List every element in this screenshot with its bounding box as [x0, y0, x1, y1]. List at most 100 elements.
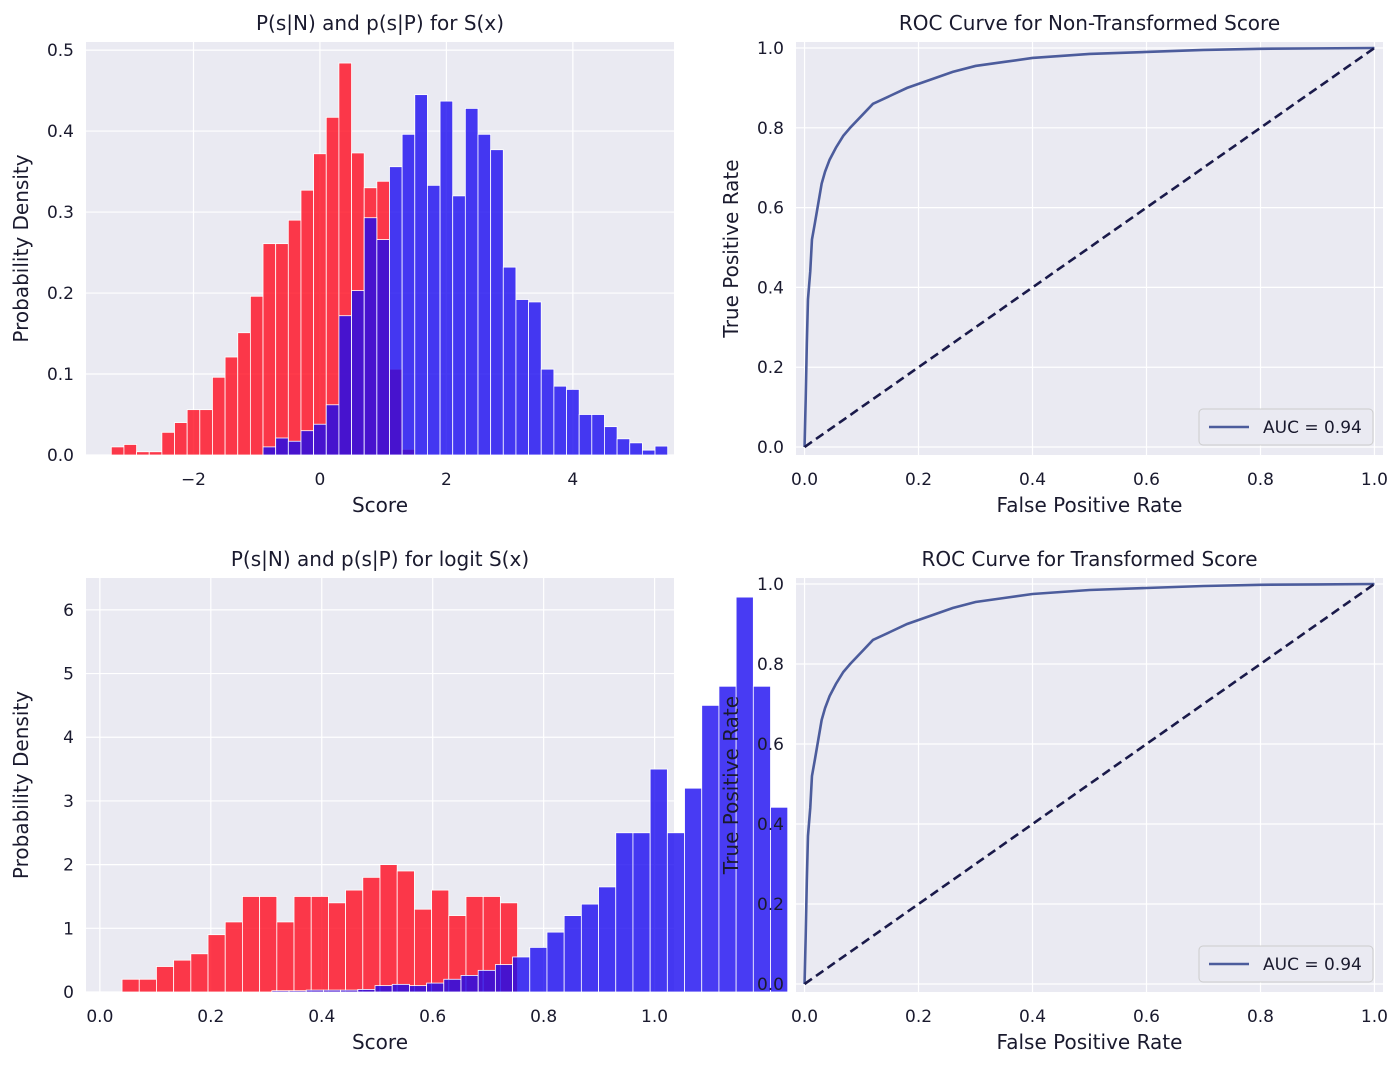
- histogram-bar-p: [443, 978, 462, 993]
- histogram-bar-p: [323, 989, 342, 993]
- histogram-bar-p: [490, 149, 504, 456]
- histogram-bar-p: [271, 990, 290, 993]
- y-tick-label: 0.0: [757, 975, 784, 995]
- histogram-bar-p: [553, 385, 567, 456]
- histogram-bar-p: [464, 108, 479, 456]
- histogram-bar-n: [136, 451, 150, 456]
- histogram-bar-p: [684, 787, 703, 993]
- histogram-bar-n: [396, 870, 415, 993]
- histogram-bar-n: [379, 864, 398, 993]
- histogram-bar-n: [237, 332, 251, 456]
- histogram-bar-p: [300, 430, 315, 456]
- histogram-bar-p: [340, 989, 359, 993]
- histogram-bar-n: [173, 959, 192, 993]
- x-tick-label: 0.4: [1019, 1007, 1046, 1027]
- histogram-bar-p: [357, 989, 376, 993]
- histogram-bar-p: [452, 195, 466, 456]
- histogram-bar-p: [401, 133, 416, 456]
- y-tick-label: 3: [63, 792, 74, 812]
- histogram-bar-n: [174, 422, 188, 456]
- x-tick-label: 0.8: [1247, 470, 1274, 490]
- x-tick-label: 0: [315, 470, 326, 490]
- histogram-bar-p: [546, 931, 565, 993]
- histogram-bar-p: [477, 133, 492, 456]
- histogram-bar-n: [156, 966, 175, 993]
- x-tick-label: −2: [181, 470, 206, 490]
- histogram-bar-p: [666, 832, 685, 993]
- x-axis-label: Score: [352, 493, 408, 517]
- x-tick-label: 0.2: [197, 1007, 224, 1027]
- y-tick-label: 0.2: [47, 284, 74, 304]
- histogram-bar-n: [413, 908, 432, 993]
- x-tick-label: 0.0: [791, 1007, 818, 1027]
- y-axis-label: Probability Density: [9, 691, 33, 879]
- x-axis-label: Score: [352, 1030, 408, 1054]
- histogram-bar-p: [528, 301, 542, 456]
- y-tick-label: 0.0: [47, 446, 74, 466]
- y-tick-label: 0.4: [757, 278, 784, 298]
- histogram-bar-p: [502, 266, 517, 456]
- chart-panel-4: AUC = 0.94 0.0 0.2 0.4 0.6 0.8 1.0 0.0 0.2 0.4 0.6…: [719, 547, 1388, 1054]
- histogram-bar-n: [190, 953, 209, 993]
- y-tick-label: 0.1: [47, 365, 74, 385]
- histogram-bar-n: [199, 409, 213, 456]
- x-tick-label: 0.8: [1247, 1007, 1274, 1027]
- histogram-bar-p: [262, 446, 277, 456]
- histogram-bar-p: [275, 437, 289, 456]
- y-tick-label: 0.3: [47, 203, 74, 223]
- histogram-bar-p: [305, 989, 324, 993]
- x-tick-label: 1.0: [1361, 1007, 1388, 1027]
- histogram-bar-p: [540, 368, 555, 456]
- y-axis-label: Probability Density: [9, 154, 33, 342]
- y-tick-label: 0.4: [757, 815, 784, 835]
- y-tick-label: 5: [63, 665, 74, 685]
- histogram-bar-p: [439, 100, 454, 456]
- histogram-bar-p: [287, 440, 302, 456]
- histogram-bar-p: [598, 886, 617, 993]
- y-tick-label: 0.8: [757, 119, 784, 139]
- chart-title: ROC Curve for Non-Transformed Score: [899, 11, 1280, 35]
- y-tick-label: 2: [63, 856, 74, 876]
- y-tick-label: 0.5: [47, 41, 74, 61]
- histogram-bar-n: [186, 409, 201, 456]
- histogram-bar-n: [313, 153, 327, 456]
- plot-area: [796, 42, 1383, 455]
- histogram-bar-n: [148, 451, 163, 456]
- x-tick-label: 0.2: [905, 470, 932, 490]
- roc-curve-line: [803, 582, 1375, 985]
- y-tick-label: 0.6: [757, 735, 784, 755]
- histogram-bar-p: [632, 832, 651, 993]
- histogram-bar-p: [288, 990, 307, 993]
- histogram-bar-n: [293, 896, 312, 993]
- legend-label: AUC = 0.94: [1263, 418, 1362, 438]
- series-P: [271, 596, 789, 993]
- histogram-bar-n: [110, 446, 125, 456]
- histogram-bar-n: [161, 431, 175, 456]
- histogram-bar-p: [770, 806, 789, 993]
- x-tick-label: 4: [567, 470, 578, 490]
- histogram-bar-n: [121, 978, 140, 993]
- histogram-bar-n: [362, 876, 381, 993]
- histogram-bar-p: [494, 964, 513, 993]
- y-tick-label: 0.8: [757, 655, 784, 675]
- histogram-bar-n: [224, 921, 243, 993]
- histogram-bar-p: [325, 404, 340, 456]
- histogram-bar-p: [580, 903, 599, 993]
- series-N: [121, 864, 518, 993]
- y-axis-label: True Positive Rate: [719, 696, 743, 875]
- x-tick-label: 0.6: [419, 1007, 446, 1027]
- histogram-bar-n: [249, 295, 264, 456]
- roc-curve-line: [803, 46, 1375, 448]
- histogram-bar-p: [391, 983, 410, 993]
- legend-box: [1198, 408, 1374, 446]
- y-tick-label: 1.0: [757, 39, 784, 59]
- x-tick-label: 1.0: [641, 1007, 668, 1027]
- chart-panel-1: −2 0 2 4 0.0 0.1 0.2 0.3 0.4 0.5 P(s|N) and p(s|P)…: [9, 11, 674, 517]
- histogram-bar-n: [138, 978, 157, 993]
- y-tick-label: 0.4: [47, 122, 74, 142]
- y-tick-label: 0.2: [757, 358, 784, 378]
- x-tick-label: 0.4: [1019, 470, 1046, 490]
- histogram-bar-n: [325, 116, 340, 456]
- legend: AUC = 0.94: [1198, 408, 1374, 446]
- x-tick-label: 2: [441, 470, 452, 490]
